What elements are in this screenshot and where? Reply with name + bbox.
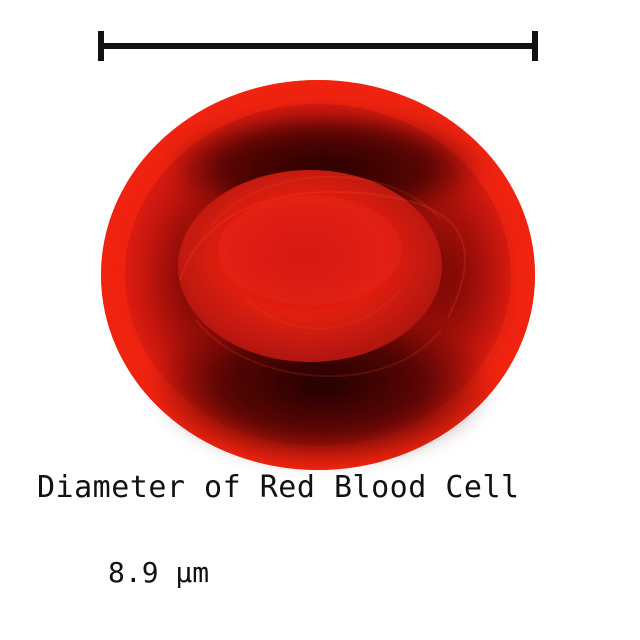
cell-texture-line [211, 175, 442, 227]
diameter-value: 8.9 µm [108, 556, 210, 589]
diameter-caption: Diameter of Red Blood Cell [37, 470, 520, 505]
scale-bar [98, 31, 538, 61]
cell-texture-line [179, 190, 466, 319]
cell-texture-line [245, 289, 401, 330]
cell-center-highlight [218, 195, 402, 305]
cell-texture-line [195, 319, 442, 378]
red-blood-cell-illustration [101, 80, 535, 470]
